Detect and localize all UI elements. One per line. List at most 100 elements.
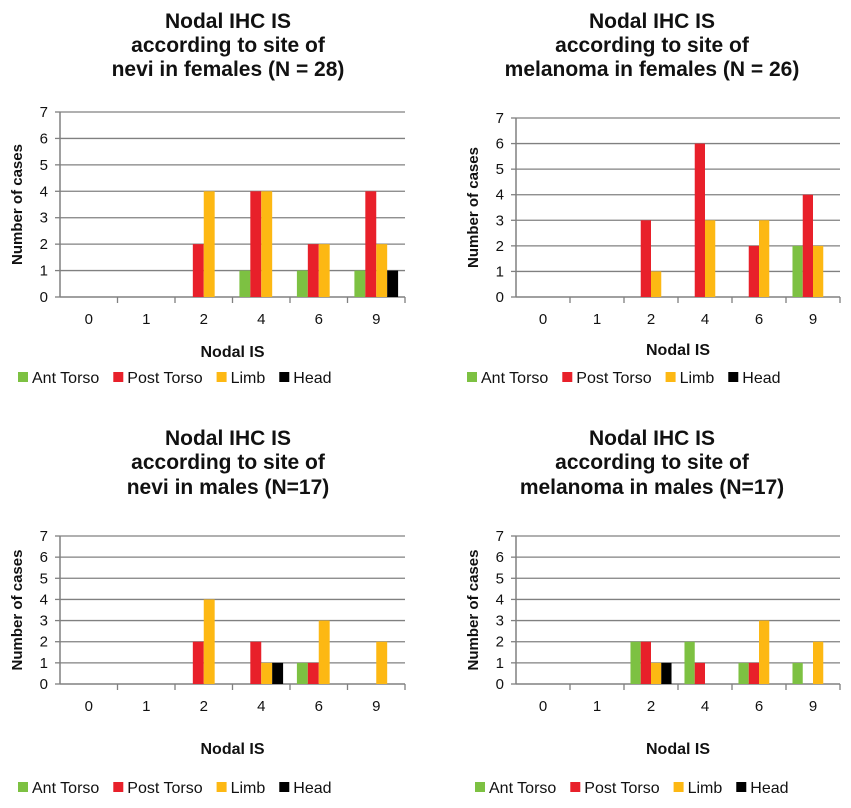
- y-tick-label: 7: [40, 104, 48, 121]
- legend-swatch: [665, 372, 676, 382]
- legend-label: Head: [293, 370, 331, 387]
- legend: Ant Torso Post Torso Limb Head: [467, 370, 781, 387]
- bar-ant-torso: [296, 270, 308, 297]
- legend-label: Head: [293, 780, 331, 797]
- bar-post-torso: [307, 662, 319, 684]
- bar-post-torso: [250, 641, 262, 684]
- chart-title-line: Nodal IHC IS: [589, 427, 715, 450]
- x-tick-label: 2: [200, 698, 208, 715]
- x-tick-label: 2: [200, 311, 208, 328]
- bar-head: [387, 270, 399, 297]
- y-tick-label: 2: [496, 238, 504, 255]
- legend-label: Ant Torso: [489, 780, 556, 797]
- y-tick-label: 4: [40, 591, 48, 608]
- y-tick-label: 5: [40, 570, 48, 587]
- x-axis-label: Nodal IS: [200, 741, 264, 758]
- y-tick-label: 4: [496, 187, 504, 204]
- y-tick-label: 1: [496, 263, 504, 280]
- legend-label: Ant Torso: [32, 370, 99, 387]
- bar-head: [272, 662, 284, 684]
- legend: Ant Torso Post Torso Limb Head: [18, 780, 332, 797]
- chart-panel-melanoma-males: Nodal IHC IS according to site of melanoma…: [425, 408, 851, 808]
- chart-title-line: according to site of: [131, 451, 326, 474]
- chart-title-line: melanoma in males (N=17): [520, 476, 784, 499]
- y-tick-label: 2: [40, 236, 48, 253]
- chart-title-line: according to site of: [555, 451, 750, 474]
- bar-limb: [376, 244, 388, 297]
- x-tick-label: 9: [372, 311, 380, 328]
- bar-post-torso: [192, 641, 204, 684]
- chart-title-line: according to site of: [555, 34, 750, 57]
- x-tick-label: 6: [755, 698, 763, 715]
- y-tick-label: 4: [496, 591, 504, 608]
- legend-swatch: [562, 372, 573, 382]
- bar-limb: [705, 220, 716, 297]
- y-tick-label: 7: [40, 528, 48, 545]
- bar-ant-torso: [354, 270, 366, 297]
- x-tick-label: 9: [809, 311, 817, 328]
- y-axis-label: Number of cases: [465, 550, 482, 671]
- legend-label: Ant Torso: [32, 780, 99, 797]
- bar-limb: [651, 271, 662, 297]
- x-tick-label: 0: [539, 311, 547, 328]
- y-axis-label: Number of cases: [9, 144, 26, 265]
- bar-post-torso: [748, 662, 759, 684]
- y-tick-label: 0: [496, 289, 504, 306]
- bar-post-torso: [694, 143, 705, 297]
- x-tick-label: 6: [315, 311, 323, 328]
- y-tick-label: 5: [40, 157, 48, 174]
- bar-post-torso: [365, 191, 377, 297]
- legend-swatch: [279, 372, 290, 382]
- legend-swatch: [216, 372, 227, 382]
- bar-post-torso: [192, 244, 204, 297]
- legend-swatch: [673, 782, 684, 792]
- x-tick-label: 6: [315, 698, 323, 715]
- x-axis-label: Nodal IS: [200, 344, 264, 361]
- y-tick-label: 3: [496, 212, 504, 229]
- bar-post-torso: [694, 662, 705, 684]
- y-tick-label: 1: [40, 263, 48, 280]
- y-tick-label: 5: [496, 570, 504, 587]
- legend-label: Limb: [231, 780, 266, 797]
- y-tick-label: 3: [40, 613, 48, 630]
- chart-title-line: Nodal IHC IS: [589, 10, 715, 33]
- chart-title-line: according to site of: [131, 34, 326, 57]
- legend-label: Post Torso: [584, 780, 659, 797]
- x-tick-label: 6: [755, 311, 763, 328]
- chart-panel-melanoma-females: Nodal IHC IS according to site of melanoma…: [425, 0, 851, 400]
- x-tick-label: 1: [142, 698, 150, 715]
- bar-limb: [261, 191, 273, 297]
- bar-post-torso: [640, 641, 651, 684]
- bar-ant-torso: [684, 641, 695, 684]
- bar-ant-torso: [239, 270, 251, 297]
- legend-swatch: [113, 372, 124, 382]
- legend-swatch: [113, 782, 124, 792]
- bar-head: [661, 662, 672, 684]
- x-axis-label: Nodal IS: [646, 342, 710, 359]
- y-tick-label: 6: [496, 136, 504, 153]
- legend-swatch: [728, 372, 739, 382]
- legend: Ant Torso Post Torso Limb Head: [18, 370, 332, 387]
- chart-panel-nevi-males: Nodal IHC IS according to site of nevi in …: [0, 408, 425, 808]
- y-tick-label: 1: [40, 655, 48, 672]
- legend-label: Post Torso: [127, 370, 202, 387]
- legend-label: Post Torso: [127, 780, 202, 797]
- x-tick-label: 1: [142, 311, 150, 328]
- legend-swatch: [475, 782, 485, 792]
- y-tick-label: 3: [496, 613, 504, 630]
- x-tick-label: 9: [809, 698, 817, 715]
- legend-swatch: [18, 372, 28, 382]
- y-axis-label: Number of cases: [9, 550, 26, 671]
- bar-limb: [261, 662, 273, 684]
- legend-swatch: [467, 372, 477, 382]
- chart-title-line: nevi in males (N=17): [127, 476, 330, 499]
- chart-title-line: melanoma in females (N = 26): [505, 58, 800, 81]
- bar-ant-torso: [630, 641, 641, 684]
- y-axis-label: Number of cases: [465, 147, 482, 268]
